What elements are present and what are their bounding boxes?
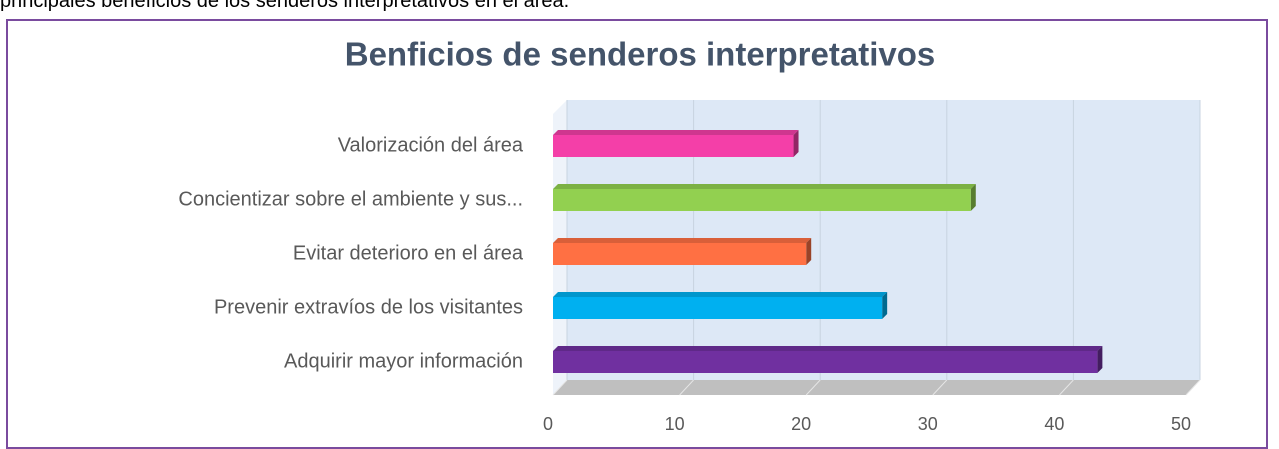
- bar-side: [793, 130, 799, 157]
- y-tick-label: Evitar deterioro en el área: [293, 242, 524, 264]
- floor-grid-line: [805, 379, 821, 396]
- bar: [553, 135, 794, 157]
- floor: [553, 380, 1200, 395]
- y-tick-label: Prevenir extravíos de los visitantes: [214, 296, 523, 318]
- bar-top: [553, 184, 976, 189]
- y-tick-label: Valorización del área: [338, 134, 524, 156]
- floor-grid-line: [1059, 379, 1074, 396]
- floor-grid-line: [552, 379, 568, 396]
- bar-side: [882, 292, 888, 319]
- bar-side: [970, 184, 976, 211]
- x-tick-label: 40: [1044, 414, 1064, 434]
- bar: [553, 297, 883, 319]
- bar-top: [553, 238, 812, 243]
- chart-title: Benficios de senderos interpretativos: [345, 36, 936, 73]
- floor-grid-line: [679, 379, 694, 396]
- bar-side: [1097, 346, 1103, 373]
- y-tick-label: Adquirir mayor información: [284, 350, 523, 372]
- bar: [553, 189, 971, 211]
- x-tick-label: 20: [791, 414, 811, 434]
- floor-grid-line: [1185, 379, 1201, 396]
- text-above: principales beneficios de los senderos i…: [0, 0, 570, 12]
- bar-top: [553, 292, 888, 297]
- x-tick-label: 30: [918, 414, 938, 434]
- bar: [553, 351, 1098, 373]
- x-tick-label: 10: [665, 414, 685, 434]
- bar-top: [553, 130, 799, 135]
- floor-grid-line: [932, 379, 948, 396]
- x-tick-label: 0: [543, 414, 553, 434]
- y-tick-label: Concientizar sobre el ambiente y sus...: [178, 188, 523, 210]
- bar-top: [553, 346, 1103, 351]
- x-tick-label: 50: [1171, 414, 1191, 434]
- bar-side: [806, 238, 812, 265]
- bar: [553, 243, 807, 265]
